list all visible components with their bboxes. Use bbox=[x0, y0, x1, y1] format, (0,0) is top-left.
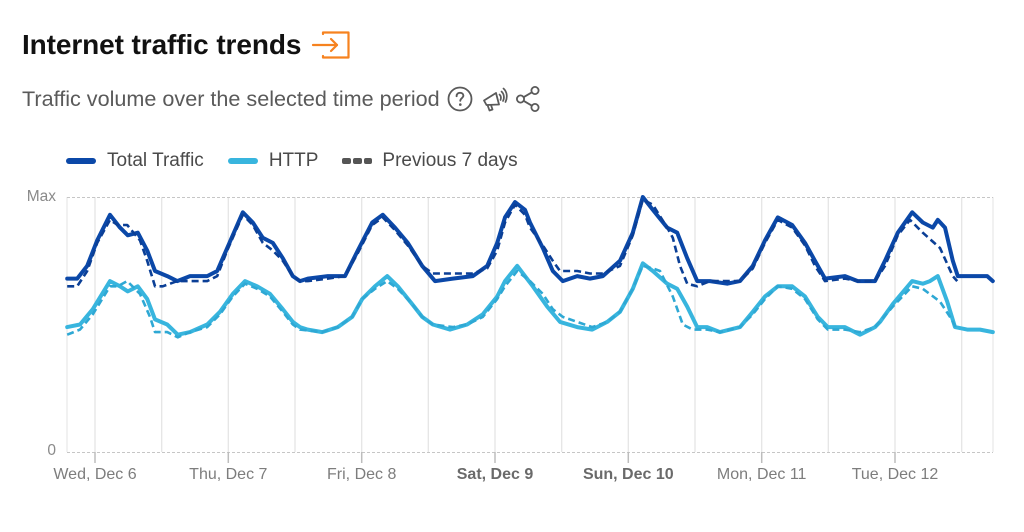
legend-label: HTTP bbox=[268, 150, 319, 171]
chart-series bbox=[65, 195, 995, 339]
widget-header: Internet traffic trends bbox=[22, 26, 351, 64]
total-traffic-swatch bbox=[66, 158, 96, 164]
help-circle-icon[interactable] bbox=[446, 85, 474, 113]
legend-label: Total Traffic bbox=[107, 150, 204, 171]
dashed-line-swatch bbox=[342, 158, 373, 164]
enter-arrow-icon[interactable] bbox=[311, 31, 351, 59]
legend-item-total-traffic[interactable]: Total Traffic bbox=[66, 150, 204, 172]
previous-7-days-total-traffic-line[interactable] bbox=[67, 198, 959, 288]
subtitle: Traffic volume over the selected time pe… bbox=[22, 86, 440, 111]
x-axis-label: Fri, Dec 8 bbox=[327, 466, 397, 483]
y-axis-max-label: Max bbox=[26, 188, 56, 205]
legend-item-previous-7-days[interactable]: Previous 7 days bbox=[342, 150, 518, 172]
x-axis-label: Tue, Dec 12 bbox=[851, 466, 939, 483]
x-axis-label: Sun, Dec 10 bbox=[582, 466, 674, 483]
share-icon[interactable] bbox=[514, 85, 542, 113]
megaphone-icon[interactable] bbox=[480, 85, 508, 113]
http-swatch bbox=[227, 158, 258, 164]
previous-7-days-http-line[interactable] bbox=[66, 264, 959, 339]
chart-legend: Total Traffic HTTP Previous 7 days bbox=[66, 148, 542, 174]
page-title: Internet traffic trends bbox=[22, 29, 302, 60]
x-axis-label: Mon, Dec 11 bbox=[716, 466, 807, 483]
widget-subtitle-row: Traffic volume over the selected time pe… bbox=[22, 84, 542, 114]
legend-label: Previous 7 days bbox=[382, 150, 518, 171]
legend-item-http[interactable]: HTTP bbox=[227, 150, 319, 172]
x-axis-ticks bbox=[94, 452, 896, 463]
y-axis-zero-label: 0 bbox=[47, 442, 56, 459]
x-axis-label: Sat, Dec 9 bbox=[456, 466, 534, 483]
x-axis-label: Thu, Dec 7 bbox=[189, 466, 268, 483]
x-axis-label: Wed, Dec 6 bbox=[53, 466, 137, 483]
